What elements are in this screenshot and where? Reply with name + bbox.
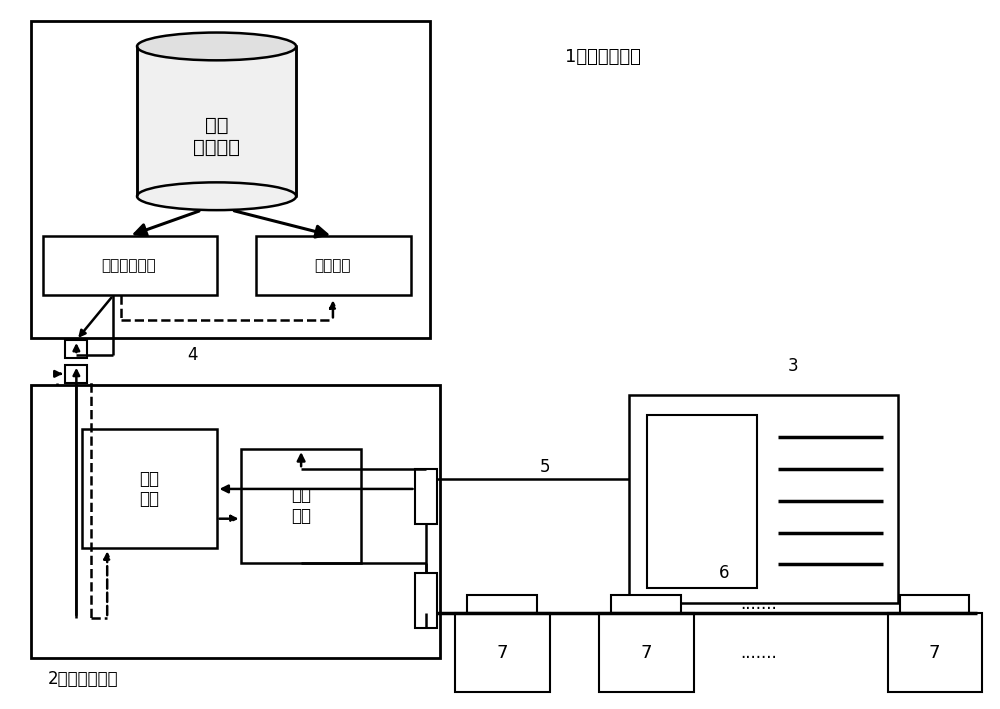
Bar xyxy=(455,613,550,692)
Text: 6: 6 xyxy=(719,564,729,582)
Ellipse shape xyxy=(137,33,296,60)
Bar xyxy=(256,236,411,296)
Bar xyxy=(629,395,898,603)
Bar xyxy=(43,236,217,296)
Bar xyxy=(82,430,217,549)
Bar xyxy=(888,613,982,692)
Bar xyxy=(31,385,440,658)
Bar xyxy=(65,340,87,358)
Bar xyxy=(611,595,681,613)
Text: 7: 7 xyxy=(640,644,652,661)
Text: 设计测试用例: 设计测试用例 xyxy=(102,258,156,273)
Bar xyxy=(900,595,969,613)
Bar xyxy=(31,21,430,338)
Bar xyxy=(241,450,361,564)
Text: 3: 3 xyxy=(788,357,799,375)
Bar xyxy=(647,415,757,588)
Text: 系统
数据模型: 系统 数据模型 xyxy=(193,116,240,157)
Text: 7: 7 xyxy=(496,644,508,661)
Text: .......: ....... xyxy=(740,595,777,613)
Text: 5: 5 xyxy=(540,458,550,476)
Text: 2（总线监控）: 2（总线监控） xyxy=(48,669,118,688)
Bar xyxy=(415,469,437,524)
Bar xyxy=(65,365,87,383)
Bar xyxy=(137,46,296,196)
Ellipse shape xyxy=(137,182,296,210)
Text: 数据分析: 数据分析 xyxy=(315,258,351,273)
Text: 转发
规则: 转发 规则 xyxy=(291,486,311,525)
Bar xyxy=(467,595,537,613)
Text: 4: 4 xyxy=(187,346,197,364)
Text: 数据
解析: 数据 解析 xyxy=(139,469,159,508)
Bar xyxy=(415,574,437,628)
Text: 7: 7 xyxy=(929,644,940,661)
Bar xyxy=(599,613,694,692)
Text: .......: ....... xyxy=(740,644,777,661)
Text: 1（测试分析）: 1（测试分析） xyxy=(565,48,641,67)
